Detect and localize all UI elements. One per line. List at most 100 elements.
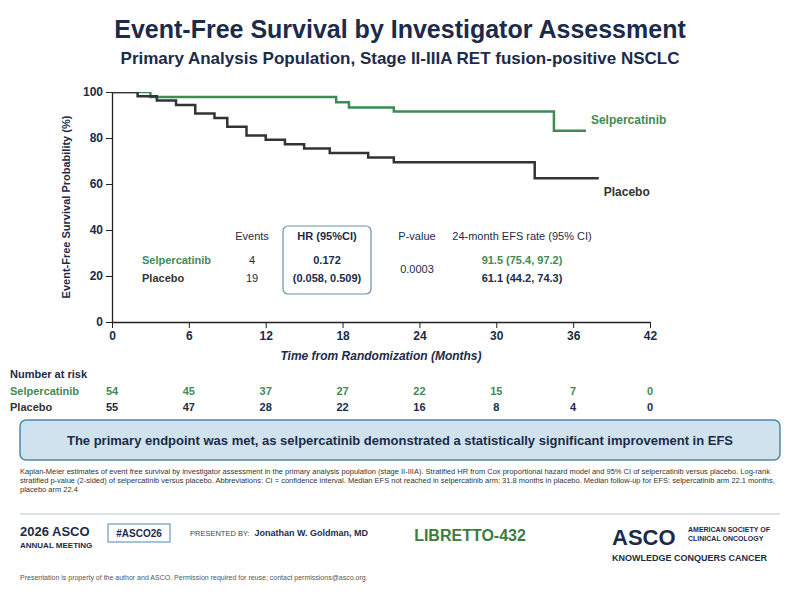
banner-box bbox=[20, 420, 780, 460]
at-risk-row-label: Placebo bbox=[10, 401, 52, 413]
logo: ASCO bbox=[612, 525, 676, 550]
x-tick-mark bbox=[343, 322, 344, 328]
at-risk-count: 22 bbox=[336, 401, 348, 413]
y-tick-label: 20 bbox=[90, 269, 104, 283]
hashtag-box bbox=[108, 524, 170, 542]
table-row-label: Selpercatinib bbox=[142, 254, 211, 266]
table-cell: 19 bbox=[246, 272, 258, 284]
km-curve bbox=[112, 92, 586, 131]
x-tick-mark bbox=[189, 322, 190, 328]
hr-box bbox=[283, 226, 371, 294]
at-risk-title: Number at risk bbox=[10, 368, 88, 380]
x-tick-mark bbox=[419, 322, 420, 328]
logo-line: AMERICAN SOCIETY OF bbox=[688, 526, 771, 533]
y-tick: 60 bbox=[90, 177, 112, 191]
y-axis-line bbox=[112, 93, 113, 323]
slide: Event-Free Survival by Investigator Asse… bbox=[0, 0, 800, 600]
table-header: P-value bbox=[398, 230, 435, 242]
at-risk-count: 7 bbox=[570, 385, 576, 397]
at-risk-count: 0 bbox=[647, 401, 653, 413]
banner: The primary endpoint was met, as selperc… bbox=[20, 420, 780, 460]
y-tick-mark bbox=[106, 276, 112, 277]
table-cell: 0.0003 bbox=[400, 263, 434, 275]
x-tick: 18 bbox=[336, 322, 350, 343]
at-risk-count: 54 bbox=[106, 385, 119, 397]
background bbox=[0, 0, 800, 600]
y-tick: 40 bbox=[90, 223, 112, 237]
x-axis: 0 6 12 18 24 30 36 42 bbox=[109, 322, 657, 343]
at-risk-count: 28 bbox=[260, 401, 272, 413]
at-risk-count: 47 bbox=[183, 401, 195, 413]
y-tick-label: 80 bbox=[90, 131, 104, 145]
x-axis-line bbox=[113, 322, 651, 323]
y-tick-label: 100 bbox=[83, 85, 103, 99]
presented-by-label: PRESENTED BY: bbox=[190, 529, 250, 538]
x-tick-label: 36 bbox=[567, 329, 581, 343]
meeting: 2026 ASCO bbox=[20, 524, 90, 539]
table-cell: 4 bbox=[249, 254, 255, 266]
tagline: KNOWLEDGE CONQUERS CANCER bbox=[612, 553, 768, 563]
at-risk-row-label: Selpercatinib bbox=[10, 385, 79, 397]
x-tick-mark bbox=[496, 322, 497, 328]
x-tick-label: 12 bbox=[260, 329, 274, 343]
at-risk-count: 55 bbox=[106, 401, 118, 413]
footnote: Kaplan-Meier estimates of event free sur… bbox=[20, 467, 775, 494]
x-tick-mark bbox=[266, 322, 267, 328]
y-axis-title: Event-Free Survival Probability (%) bbox=[60, 115, 72, 298]
table-header: Events bbox=[235, 230, 269, 242]
meeting-sub: ANNUAL MEETING bbox=[20, 541, 92, 550]
x-tick-mark bbox=[573, 322, 574, 328]
y-tick-mark bbox=[106, 92, 112, 93]
y-tick: 0 bbox=[96, 315, 112, 329]
y-tick-label: 60 bbox=[90, 177, 104, 191]
x-tick-mark bbox=[650, 322, 651, 328]
y-tick: 80 bbox=[90, 131, 112, 145]
x-tick-label: 30 bbox=[490, 329, 504, 343]
logo-line: CLINICAL ONCOLOGY bbox=[688, 535, 764, 542]
x-tick: 42 bbox=[644, 322, 658, 343]
plot-area bbox=[112, 92, 599, 178]
table-header: 24-month EFS rate (95% CI) bbox=[452, 230, 591, 242]
at-risk-table: Number at riskSelpercatinib5445372722157… bbox=[10, 368, 653, 413]
at-risk-count: 37 bbox=[260, 385, 272, 397]
x-tick-mark bbox=[112, 322, 113, 328]
trial-name: LIBRETTO-432 bbox=[414, 527, 526, 544]
x-tick-label: 24 bbox=[413, 329, 427, 343]
series-labels: Selpercatinib Placebo bbox=[591, 113, 666, 200]
x-axis-title: Time from Randomization (Months) bbox=[280, 349, 481, 363]
presenter: Jonathan W. Goldman, MD bbox=[255, 528, 369, 538]
table-row-label: Placebo bbox=[142, 272, 184, 284]
at-risk-count: 45 bbox=[183, 385, 195, 397]
series-label: Selpercatinib bbox=[591, 113, 666, 127]
y-tick-mark bbox=[106, 322, 112, 323]
at-risk-count: 4 bbox=[570, 401, 577, 413]
y-tick: 20 bbox=[90, 269, 112, 283]
x-tick-label: 42 bbox=[644, 329, 658, 343]
subtitle: Primary Analysis Population, Stage II-II… bbox=[121, 49, 680, 68]
x-tick: 0 bbox=[109, 322, 116, 343]
x-tick-label: 18 bbox=[336, 329, 350, 343]
y-tick: 100 bbox=[83, 85, 112, 99]
footer-rule bbox=[20, 514, 780, 515]
x-tick: 24 bbox=[413, 322, 427, 343]
table-header: HR (95%CI) bbox=[297, 230, 357, 242]
at-risk-count: 0 bbox=[647, 385, 653, 397]
x-tick-label: 0 bbox=[109, 329, 116, 343]
x-tick: 36 bbox=[567, 322, 581, 343]
y-tick-label: 0 bbox=[96, 315, 103, 329]
series-label: Placebo bbox=[604, 185, 650, 199]
table-cell: (0.058, 0.509) bbox=[293, 272, 362, 284]
title: Event-Free Survival by Investigator Asse… bbox=[114, 15, 686, 43]
y-tick-mark bbox=[106, 138, 112, 139]
x-tick: 6 bbox=[186, 322, 193, 343]
y-tick-mark bbox=[106, 184, 112, 185]
y-axis: 0 20 40 60 80 100 bbox=[83, 85, 113, 329]
at-risk-count: 16 bbox=[413, 401, 425, 413]
at-risk-count: 27 bbox=[336, 385, 348, 397]
banner-text: The primary endpoint was met, as selperc… bbox=[67, 433, 733, 448]
table-cell: 61.1 (44.2, 74.3) bbox=[482, 272, 563, 284]
at-risk-count: 8 bbox=[493, 401, 499, 413]
x-tick: 12 bbox=[260, 322, 274, 343]
km-curve bbox=[112, 92, 599, 178]
permission: Presentation is property of the author a… bbox=[20, 574, 368, 582]
